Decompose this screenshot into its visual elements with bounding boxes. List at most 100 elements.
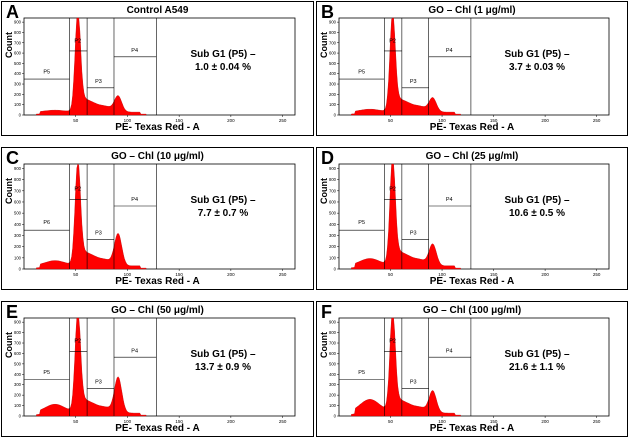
gate-label: P2 bbox=[389, 38, 396, 44]
y-tick-label: 300 bbox=[14, 82, 22, 87]
x-tick-label: 100 bbox=[124, 272, 132, 277]
stat-label: Sub G1 (P5) – bbox=[190, 349, 256, 360]
y-tick-label: 600 bbox=[14, 351, 22, 356]
x-tick-label: 250 bbox=[279, 419, 287, 424]
panel-title: GO – Chl (50 μg/ml) bbox=[111, 305, 204, 316]
gate-label: P4 bbox=[446, 348, 453, 354]
gate-label: P5 bbox=[358, 69, 365, 75]
y-tick-label: 900 bbox=[14, 20, 22, 25]
stat-value: 7.7 ± 0.7 % bbox=[197, 208, 249, 219]
histogram-panel: D GO – Chl (25 μg/ml) PE- Texas Red - A Cou… bbox=[316, 147, 628, 290]
y-tick-label: 0 bbox=[334, 267, 337, 272]
y-tick-label: 400 bbox=[329, 222, 337, 227]
gate-label: P3 bbox=[95, 79, 102, 85]
y-tick-label: 900 bbox=[14, 166, 22, 171]
stat-value: 10.6 ± 0.5 % bbox=[508, 208, 566, 219]
panel-title: GO – Chl (25 μg/ml) bbox=[425, 151, 519, 162]
x-tick-label: 100 bbox=[438, 118, 446, 123]
y-tick-label: 300 bbox=[14, 233, 22, 238]
x-tick-label: 200 bbox=[541, 272, 549, 277]
stat-label: Sub G1 (P5) – bbox=[190, 49, 256, 60]
gate-label: P4 bbox=[131, 48, 138, 54]
panel-letter: B bbox=[321, 2, 334, 22]
y-tick-label: 500 bbox=[329, 211, 337, 216]
x-tick-label: 150 bbox=[175, 419, 183, 424]
x-tick-label: 100 bbox=[438, 272, 446, 277]
panel-title: Control A549 bbox=[126, 5, 189, 16]
histogram-svg: P2 P3 P4 P5 50 100 150 200 250 0 100 200 300 400 500 60… bbox=[329, 17, 610, 123]
histogram-area bbox=[351, 317, 461, 417]
y-tick-label: 300 bbox=[329, 233, 337, 238]
gate-label: P4 bbox=[131, 197, 138, 203]
gate-label: P5 bbox=[43, 370, 50, 376]
y-tick-label: 500 bbox=[329, 361, 337, 366]
gate-label: P4 bbox=[131, 348, 138, 354]
y-tick-label: 600 bbox=[329, 51, 337, 56]
y-tick-label: 800 bbox=[14, 30, 22, 35]
histogram-svg: P2 P3 P4 P5 50 100 150 200 250 0 100 200 300 400 500 60… bbox=[14, 317, 296, 424]
x-axis-label: PE- Texas Red - A bbox=[115, 276, 200, 287]
y-tick-label: 800 bbox=[329, 30, 337, 35]
x-tick-label: 200 bbox=[227, 118, 235, 123]
histogram-area bbox=[36, 163, 147, 270]
x-tick-label: 200 bbox=[227, 272, 235, 277]
x-tick-label: 150 bbox=[490, 419, 498, 424]
gate-label: P3 bbox=[410, 380, 417, 386]
y-tick-label: 700 bbox=[14, 341, 22, 346]
x-axis-label: PE- Texas Red - A bbox=[429, 423, 515, 434]
sub-g1-stat: Sub G1 (P5) – 13.7 ± 0.9 % bbox=[163, 348, 283, 374]
histogram-area bbox=[36, 317, 147, 417]
y-tick-label: 800 bbox=[329, 330, 337, 335]
y-tick-label: 400 bbox=[14, 222, 22, 227]
plot-frame bbox=[23, 317, 296, 417]
y-tick-label: 800 bbox=[14, 177, 22, 182]
x-tick-label: 250 bbox=[279, 272, 287, 277]
histogram-area bbox=[36, 17, 147, 116]
gate-label: P5 bbox=[358, 370, 365, 376]
y-tick-label: 0 bbox=[19, 414, 22, 419]
y-tick-label: 200 bbox=[329, 393, 337, 398]
stat-value: 1.0 ± 0.04 % bbox=[194, 62, 252, 73]
sub-g1-stat: Sub G1 (P5) – 7.7 ± 0.7 % bbox=[163, 194, 283, 220]
gate-label: P2 bbox=[74, 38, 81, 44]
x-tick-label: 50 bbox=[73, 419, 79, 424]
x-tick-label: 200 bbox=[541, 419, 549, 424]
y-tick-label: 300 bbox=[329, 82, 337, 87]
stat-value: 21.6 ± 1.1 % bbox=[508, 362, 566, 373]
gate-label: P6 bbox=[43, 220, 50, 226]
x-tick-label: 250 bbox=[593, 419, 601, 424]
stat-label: Sub G1 (P5) – bbox=[190, 195, 256, 206]
x-tick-label: 150 bbox=[175, 272, 183, 277]
plot-frame bbox=[23, 17, 296, 116]
y-tick-label: 100 bbox=[329, 403, 337, 408]
x-tick-label: 250 bbox=[593, 118, 601, 123]
y-tick-label: 0 bbox=[334, 113, 337, 118]
x-axis-label: PE- Texas Red - A bbox=[115, 122, 200, 133]
y-tick-label: 600 bbox=[14, 199, 22, 204]
x-tick-label: 200 bbox=[541, 118, 549, 123]
y-tick-label: 100 bbox=[329, 255, 337, 260]
panel-letter: E bbox=[6, 302, 19, 322]
histogram-area bbox=[351, 17, 461, 116]
y-tick-label: 0 bbox=[19, 113, 22, 118]
histogram-svg: P2 P3 P4 P6 50 100 150 200 250 0 100 200 300 400 500 60… bbox=[14, 163, 296, 277]
y-tick-label: 100 bbox=[14, 102, 22, 107]
panel-letter: F bbox=[321, 302, 332, 322]
x-tick-label: 50 bbox=[388, 419, 394, 424]
panel-letter: C bbox=[6, 148, 19, 168]
gate-label: P2 bbox=[74, 186, 81, 192]
gate-label: P3 bbox=[410, 79, 417, 85]
y-tick-label: 700 bbox=[329, 341, 337, 346]
y-tick-label: 600 bbox=[329, 351, 337, 356]
panel-letter: D bbox=[321, 148, 334, 168]
y-tick-label: 800 bbox=[329, 177, 337, 182]
y-tick-label: 200 bbox=[14, 92, 22, 97]
y-tick-label: 600 bbox=[14, 51, 22, 56]
gate-label: P2 bbox=[389, 339, 396, 345]
plot-frame bbox=[338, 317, 610, 417]
panel-letter: A bbox=[6, 2, 19, 22]
y-tick-label: 700 bbox=[329, 40, 337, 45]
y-tick-label: 0 bbox=[19, 267, 22, 272]
y-tick-label: 100 bbox=[14, 255, 22, 260]
plot-frame bbox=[23, 163, 296, 270]
